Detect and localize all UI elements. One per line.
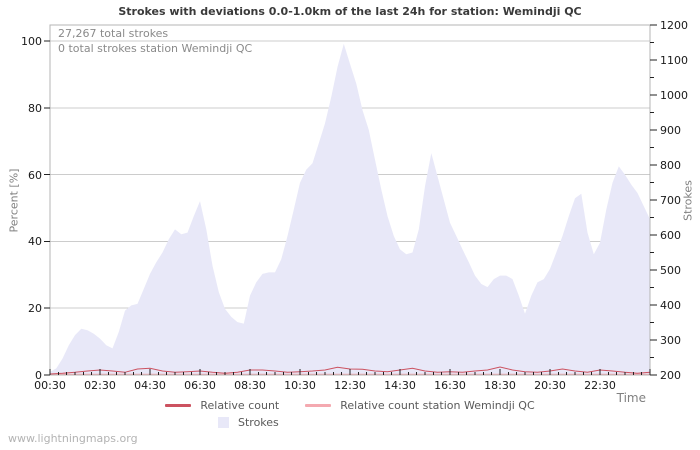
x-tick-label: 04:30 [134, 379, 166, 392]
left-tick-label: 60 [28, 168, 42, 182]
right-tick-label: 800 [660, 159, 681, 172]
relative-count-line-swatch [165, 404, 192, 407]
left-tick-label: 100 [21, 35, 42, 48]
left-tick-label: 80 [28, 101, 42, 115]
right-tick-label: 200 [660, 369, 681, 382]
x-tick-label: 02:30 [84, 379, 116, 392]
legend-label-relative-count-station: Relative count station Wemindji QC [340, 399, 535, 412]
left-axis-title: Percent [%] [7, 168, 21, 233]
x-tick-label: 20:30 [534, 379, 566, 392]
left-tick-label: 40 [28, 235, 42, 249]
left-tick-label: 20 [28, 302, 42, 316]
x-tick-label: 06:30 [184, 379, 216, 392]
right-tick-label: 400 [660, 299, 681, 312]
strokes-area-series [50, 43, 650, 376]
legend-item-strokes: Strokes [218, 416, 279, 429]
legend-item-relative-count-station: Relative count station Wemindji QC [305, 399, 535, 412]
x-tick-label: 00:30 [34, 379, 66, 392]
right-tick-label: 1100 [660, 54, 688, 67]
x-tick-label: 22:30 [584, 379, 616, 392]
legend-label-relative-count: Relative count [200, 399, 280, 412]
right-tick-label: 1000 [660, 89, 688, 102]
x-axis-title: Time [616, 391, 646, 405]
x-tick-label: 08:30 [234, 379, 266, 392]
annotation-station-total-strokes: 0 total strokes station Wemindji QC [58, 42, 253, 55]
right-tick-label: 500 [660, 264, 681, 277]
x-tick-label: 18:30 [484, 379, 516, 392]
x-tick-label: 12:30 [334, 379, 366, 392]
left-tick-label: 0 [35, 369, 42, 382]
chart-legend: Relative count Relative count station We… [0, 399, 700, 429]
right-tick-label: 600 [660, 229, 681, 242]
x-tick-label: 16:30 [434, 379, 466, 392]
strokes-area-swatch [218, 417, 229, 428]
right-tick-label: 700 [660, 194, 681, 207]
chart-title: Strokes with deviations 0.0-1.0km of the… [118, 5, 582, 18]
right-axis-title: Strokes [681, 180, 695, 221]
legend-label-strokes: Strokes [238, 416, 279, 429]
right-tick-label: 1200 [660, 19, 688, 32]
x-tick-label: 10:30 [284, 379, 316, 392]
right-tick-label: 300 [660, 334, 681, 347]
watermark-url: www.lightningmaps.org [8, 432, 138, 445]
legend-item-relative-count: Relative count [165, 399, 279, 412]
right-tick-label: 900 [660, 124, 681, 137]
x-tick-label: 14:30 [384, 379, 416, 392]
station-line-swatch [305, 404, 332, 407]
annotation-total-strokes: 27,267 total strokes [58, 27, 169, 40]
